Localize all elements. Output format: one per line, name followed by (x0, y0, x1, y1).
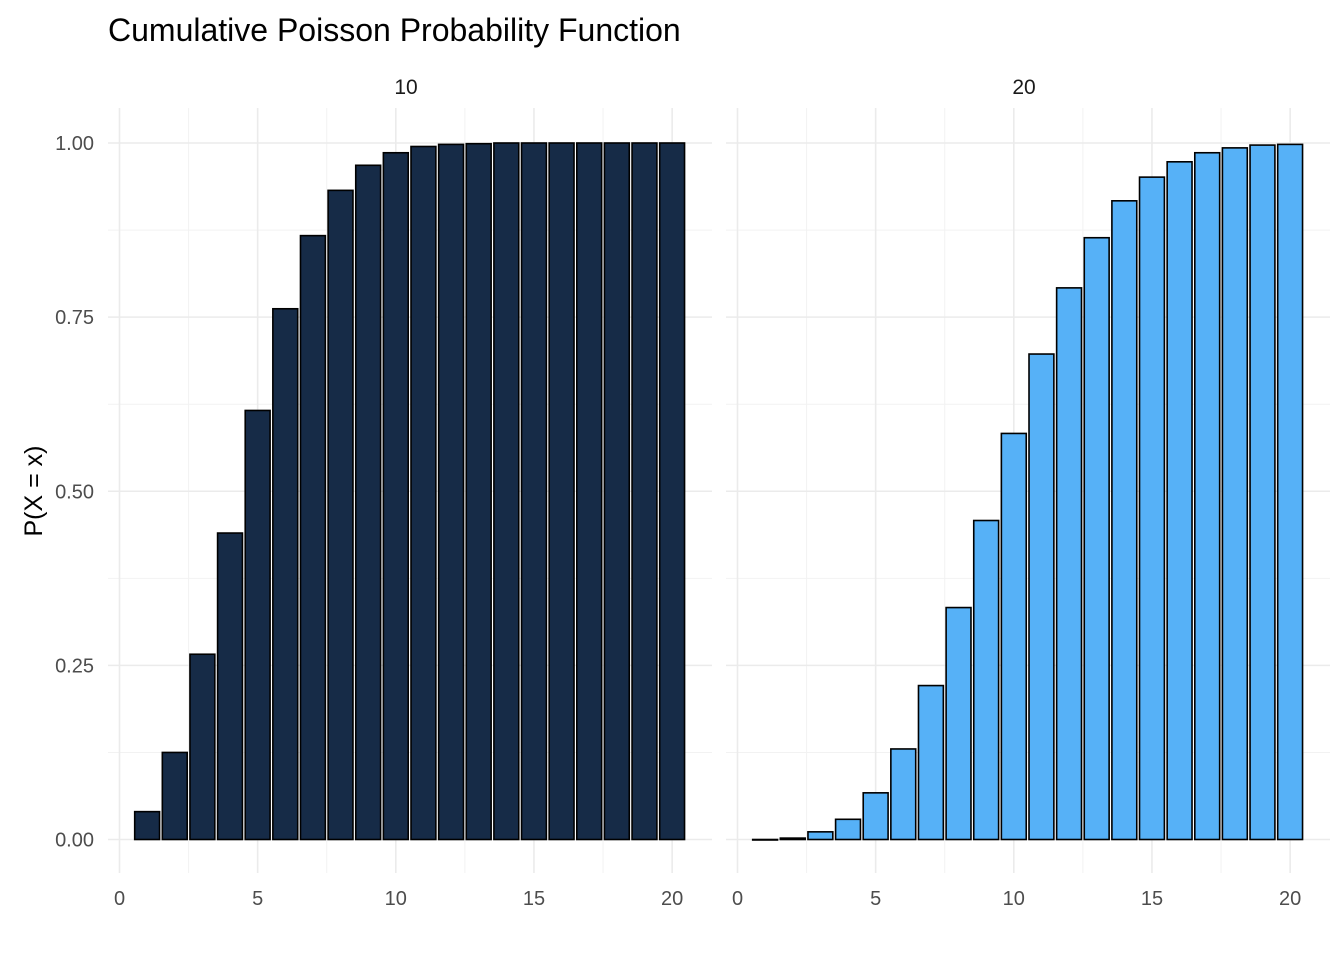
bar-panel1-x18 (603, 142, 631, 841)
bar-panel2-x6 (890, 748, 917, 841)
x-tick-label: 5 (870, 888, 881, 910)
bar-panel1-x12 (437, 143, 465, 841)
bar-panel1-x14 (493, 142, 520, 841)
bar-panel2-x16 (1166, 161, 1193, 841)
bar-panel1-x6 (272, 307, 299, 841)
panel-1: 10 0 5 10 15 20 (108, 76, 712, 910)
bar-panel1-x5 (244, 409, 271, 841)
bar-panel1-x16 (548, 142, 575, 841)
x-tick-label: 10 (1003, 888, 1025, 910)
bar-panel1-x3 (189, 653, 216, 841)
bar-panel2-x8 (945, 606, 972, 841)
bar-panel2-x1 (751, 838, 779, 841)
y-tick-label: 1.00 (55, 133, 94, 155)
bar-panel1-x1 (133, 810, 161, 841)
bar-panel2-x14 (1111, 200, 1138, 841)
bar-panel2-x3 (807, 831, 834, 841)
bar-panel2-x5 (862, 792, 889, 841)
strip-label-1: 10 (394, 76, 417, 99)
bar-panel1-x15 (520, 142, 548, 841)
bar-panel2-x13 (1083, 236, 1110, 841)
y-tick-label: 0.25 (55, 655, 94, 677)
bar-panel2-x10 (1000, 432, 1028, 841)
bar-panel2-x15 (1138, 176, 1166, 841)
x-tick-label: 20 (1279, 888, 1301, 910)
bar-panel2-x2 (779, 837, 806, 841)
bar-panel1-x19 (631, 142, 658, 841)
panel-2: 20 0 5 10 15 20 (726, 76, 1330, 910)
x-tick-label: 10 (385, 888, 407, 910)
y-tick-label: 0.75 (55, 307, 94, 329)
bar-panel2-x9 (972, 519, 1000, 841)
bar-panel1-x10 (382, 151, 410, 841)
bar-panel2-x19 (1249, 144, 1276, 841)
bar-panel1-x11 (410, 145, 437, 841)
bar-panel2-x20 (1276, 143, 1304, 841)
bar-panel2-x18 (1221, 147, 1249, 841)
bar-panel2-x17 (1193, 151, 1221, 841)
bar-panel1-x8 (327, 189, 354, 841)
x-tick-label: 0 (732, 888, 743, 910)
bar-panel1-x17 (575, 142, 603, 841)
bar-panel2-x7 (917, 684, 945, 841)
bar-panel1-x9 (354, 164, 382, 841)
bar-panel1-x20 (658, 142, 686, 841)
x-tick-label: 0 (114, 888, 125, 910)
y-tick-label: 0.00 (55, 830, 94, 852)
y-tick-label: 0.50 (55, 481, 94, 503)
strip-label-2: 20 (1012, 76, 1035, 99)
bar-panel1-x2 (161, 751, 188, 841)
x-tick-label: 15 (523, 888, 545, 910)
bar-panel1-x7 (299, 234, 327, 841)
panels-group: 10 0 5 10 15 20 20 0 5 10 15 20 0.00 0.25 0.50 0.75 1.00 (55, 76, 1330, 910)
bar-panel2-x4 (834, 818, 862, 841)
x-tick-label: 15 (1141, 888, 1163, 910)
bar-panel2-x12 (1055, 287, 1083, 841)
chart-title: Cumulative Poisson Probability Function (108, 12, 681, 48)
y-axis-label: P(X = x) (20, 446, 48, 537)
x-tick-label: 5 (252, 888, 263, 910)
bar-panel1-x13 (465, 142, 492, 841)
x-tick-label: 20 (661, 888, 683, 910)
bar-panel2-x11 (1028, 353, 1055, 841)
bar-panel1-x4 (216, 532, 244, 841)
